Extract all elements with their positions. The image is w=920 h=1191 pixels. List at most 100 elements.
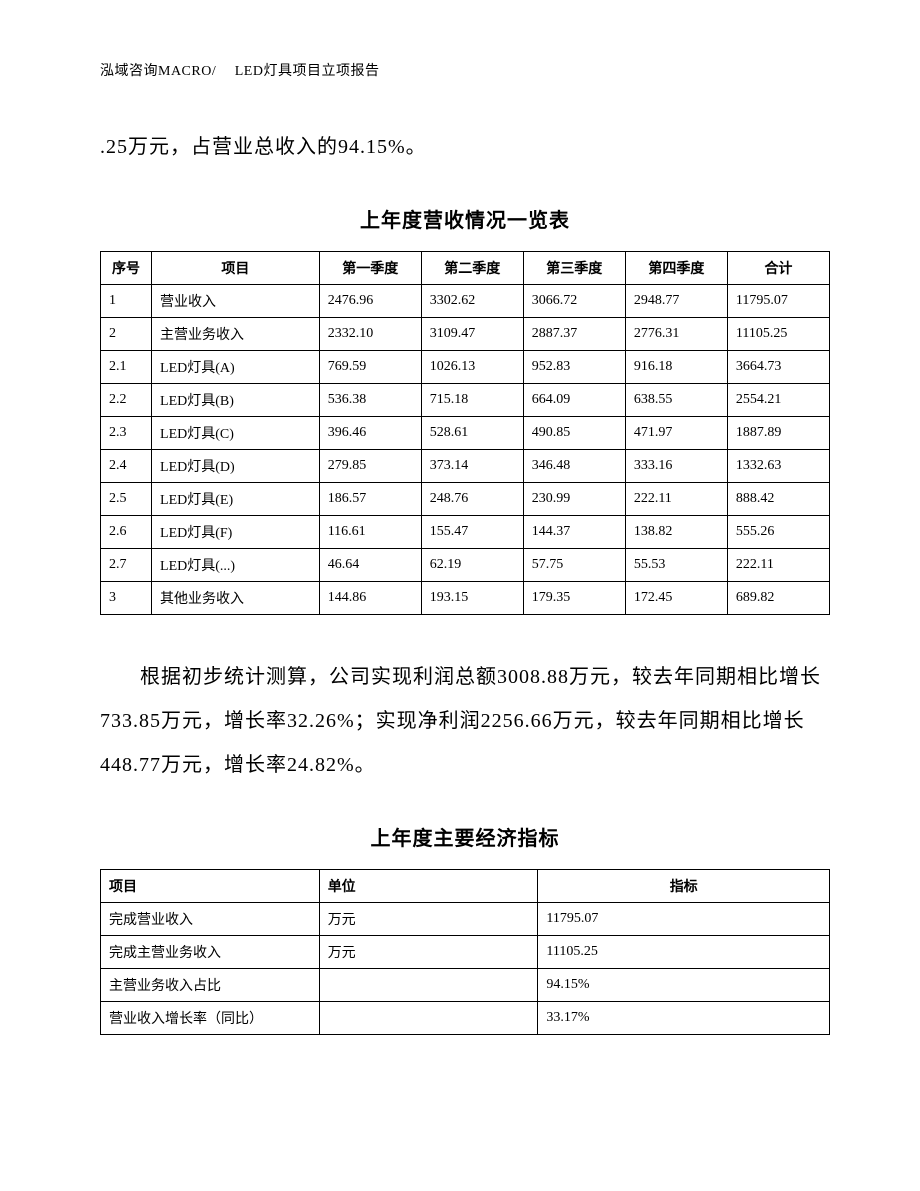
col-header: 项目 <box>101 870 320 903</box>
col-header: 第二季度 <box>421 252 523 285</box>
table-cell: LED灯具(C) <box>152 417 320 450</box>
table-cell: 2.1 <box>101 351 152 384</box>
table-cell: 2.3 <box>101 417 152 450</box>
table-cell: 193.15 <box>421 582 523 615</box>
table-cell: 3664.73 <box>727 351 829 384</box>
table-row: 2主营业务收入2332.103109.472887.372776.3111105… <box>101 318 830 351</box>
table-cell: 2.5 <box>101 483 152 516</box>
col-header: 序号 <box>101 252 152 285</box>
table-cell: 144.37 <box>523 516 625 549</box>
table-cell: 333.16 <box>625 450 727 483</box>
table-cell: LED灯具(E) <box>152 483 320 516</box>
table-cell: 46.64 <box>319 549 421 582</box>
table-row: 完成营业收入万元11795.07 <box>101 903 830 936</box>
table-cell: 主营业务收入 <box>152 318 320 351</box>
table-cell: 248.76 <box>421 483 523 516</box>
table-cell: 2332.10 <box>319 318 421 351</box>
table-cell: 346.48 <box>523 450 625 483</box>
table-cell: 2554.21 <box>727 384 829 417</box>
table-cell: 3 <box>101 582 152 615</box>
table-row: 营业收入增长率（同比） 33.17% <box>101 1002 830 1035</box>
table-cell <box>319 969 538 1002</box>
table-header-row: 序号 项目 第一季度 第二季度 第三季度 第四季度 合计 <box>101 252 830 285</box>
col-header: 第四季度 <box>625 252 727 285</box>
table-cell: 3302.62 <box>421 285 523 318</box>
table-cell: 完成营业收入 <box>101 903 320 936</box>
table2-title: 上年度主要经济指标 <box>100 822 830 851</box>
page-header: 泓域咨询MACRO/ LED灯具项目立项报告 <box>100 60 830 80</box>
table-cell: 3109.47 <box>421 318 523 351</box>
table-cell: 2948.77 <box>625 285 727 318</box>
table-cell: 94.15% <box>538 969 830 1002</box>
table-cell: LED灯具(A) <box>152 351 320 384</box>
table-header-row: 项目 单位 指标 <box>101 870 830 903</box>
table-cell: 2.2 <box>101 384 152 417</box>
table-cell: 营业收入 <box>152 285 320 318</box>
table-row: 1营业收入2476.963302.623066.722948.7711795.0… <box>101 285 830 318</box>
table-cell: 1026.13 <box>421 351 523 384</box>
table-row: 2.2LED灯具(B)536.38715.18664.09638.552554.… <box>101 384 830 417</box>
table-cell: 2476.96 <box>319 285 421 318</box>
table-cell: 172.45 <box>625 582 727 615</box>
body-paragraph-1: .25万元，占营业总收入的94.15%。 <box>100 125 830 169</box>
table-cell: 其他业务收入 <box>152 582 320 615</box>
table-cell: 1332.63 <box>727 450 829 483</box>
table-cell: 完成主营业务收入 <box>101 936 320 969</box>
table-cell: 664.09 <box>523 384 625 417</box>
table-cell: 万元 <box>319 903 538 936</box>
table-cell: 2 <box>101 318 152 351</box>
table-cell: 555.26 <box>727 516 829 549</box>
table-row: 2.6LED灯具(F)116.61155.47144.37138.82555.2… <box>101 516 830 549</box>
table-cell: 116.61 <box>319 516 421 549</box>
table-cell: 536.38 <box>319 384 421 417</box>
table-row: 2.1LED灯具(A)769.591026.13952.83916.183664… <box>101 351 830 384</box>
col-header: 合计 <box>727 252 829 285</box>
revenue-table: 序号 项目 第一季度 第二季度 第三季度 第四季度 合计 1营业收入2476.9… <box>100 251 830 615</box>
table-cell: 638.55 <box>625 384 727 417</box>
table-cell: 33.17% <box>538 1002 830 1035</box>
table-row: 3其他业务收入144.86193.15179.35172.45689.82 <box>101 582 830 615</box>
table-cell: 689.82 <box>727 582 829 615</box>
table-cell: LED灯具(F) <box>152 516 320 549</box>
table-row: 主营业务收入占比 94.15% <box>101 969 830 1002</box>
table-cell: 万元 <box>319 936 538 969</box>
table-row: 2.7LED灯具(...)46.6462.1957.7555.53222.11 <box>101 549 830 582</box>
table-cell: 62.19 <box>421 549 523 582</box>
table-cell: 11105.25 <box>538 936 830 969</box>
col-header: 第一季度 <box>319 252 421 285</box>
table-cell: LED灯具(D) <box>152 450 320 483</box>
table-cell: 1 <box>101 285 152 318</box>
table-cell: 179.35 <box>523 582 625 615</box>
col-header: 指标 <box>538 870 830 903</box>
table-cell: 138.82 <box>625 516 727 549</box>
body-paragraph-2: 根据初步统计测算，公司实现利润总额3008.88万元，较去年同期相比增长733.… <box>100 655 830 787</box>
table-cell: 2.7 <box>101 549 152 582</box>
table-cell: 222.11 <box>727 549 829 582</box>
table-cell: 222.11 <box>625 483 727 516</box>
table-cell: 1887.89 <box>727 417 829 450</box>
table-cell: 916.18 <box>625 351 727 384</box>
table-row: 2.5LED灯具(E)186.57248.76230.99222.11888.4… <box>101 483 830 516</box>
table-cell: 主营业务收入占比 <box>101 969 320 1002</box>
table-cell: 144.86 <box>319 582 421 615</box>
table-cell <box>319 1002 538 1035</box>
table-cell: 186.57 <box>319 483 421 516</box>
table-cell: 57.75 <box>523 549 625 582</box>
table-cell: 2.6 <box>101 516 152 549</box>
table-cell: 952.83 <box>523 351 625 384</box>
table-cell: 471.97 <box>625 417 727 450</box>
table-cell: 11105.25 <box>727 318 829 351</box>
table1-title: 上年度营收情况一览表 <box>100 204 830 233</box>
table-cell: 715.18 <box>421 384 523 417</box>
table-row: 2.3LED灯具(C)396.46528.61490.85471.971887.… <box>101 417 830 450</box>
table-cell: 2776.31 <box>625 318 727 351</box>
table-row: 2.4LED灯具(D)279.85373.14346.48333.161332.… <box>101 450 830 483</box>
col-header: 项目 <box>152 252 320 285</box>
table-cell: 营业收入增长率（同比） <box>101 1002 320 1035</box>
table-cell: LED灯具(B) <box>152 384 320 417</box>
table-cell: 55.53 <box>625 549 727 582</box>
table-cell: 888.42 <box>727 483 829 516</box>
table-cell: LED灯具(...) <box>152 549 320 582</box>
table-cell: 2887.37 <box>523 318 625 351</box>
table-cell: 528.61 <box>421 417 523 450</box>
